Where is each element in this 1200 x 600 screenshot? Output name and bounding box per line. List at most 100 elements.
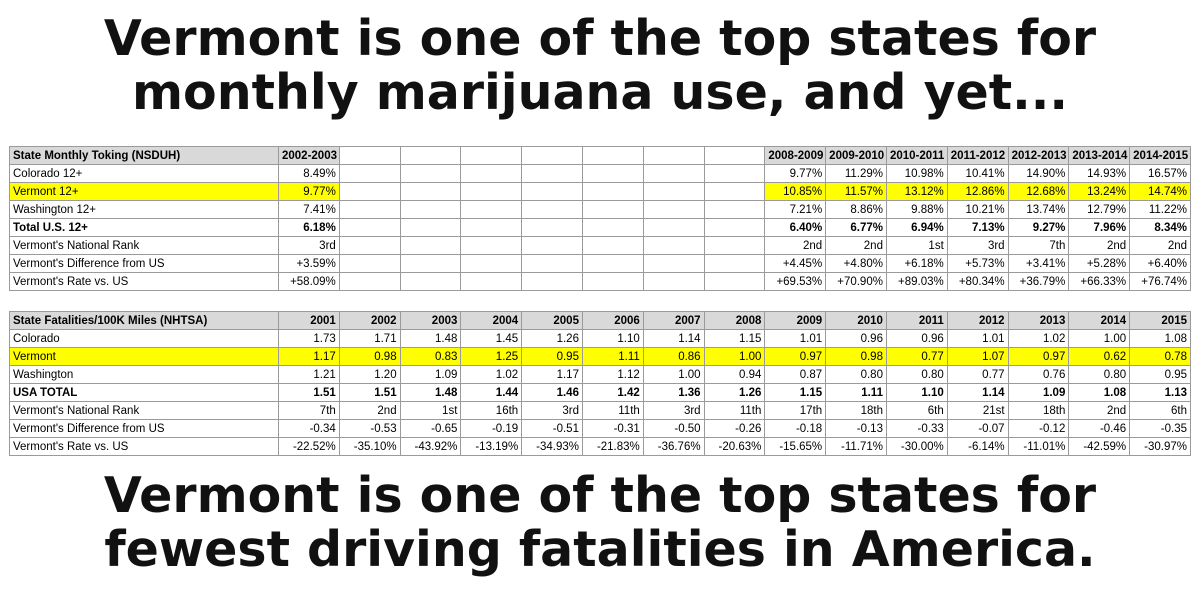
table-cell: +80.34% [946,272,1009,291]
table-cell: 17th [764,401,827,420]
table-cell: 2nd [1129,236,1191,255]
table-cell: 1.26 [703,383,766,402]
row-label: Vermont's Rate vs. US [9,272,279,291]
table-cell: +36.79% [1007,272,1070,291]
table-cell: 10.41% [946,164,1009,183]
fatalities-table: State Fatalities/100K Miles (NHTSA) 2001 2… [9,311,1191,456]
table-cell [338,254,401,273]
table-cell [460,254,523,273]
table-cell: 9.88% [885,200,948,219]
table-cell: -0.31 [581,419,644,438]
table-cell: 1.13 [1129,383,1191,402]
row-label: Vermont's National Rank [9,236,279,255]
table-cell: 3rd [946,236,1009,255]
table-header-row: State Monthly Toking (NSDUH) 2002-2003 200… [9,146,1191,165]
row-label: Vermont's National Rank [9,401,279,420]
table-cell: -15.65% [764,437,827,456]
table-cell: -0.07 [946,419,1009,438]
row-label: USA TOTAL [9,383,279,402]
table-cell: 1.09 [399,365,462,384]
table-cell [642,272,705,291]
table-cell: 11th [703,401,766,420]
column-header: 2009-2010 [825,146,887,165]
table-cell [338,236,401,255]
table-row: Washington 12+ 7.41% 7.21% 8.86% 9.88% 10.21%… [9,200,1191,219]
row-label: Total U.S. 12+ [9,218,279,237]
column-header: 2004 [460,311,523,330]
table-cell [338,218,401,237]
table-cell: 1.02 [1007,329,1070,348]
table-cell: 10.85% [764,182,827,201]
headline-bottom-line-2: fewest driving fatalities in America. [104,521,1096,578]
table-cell: 0.62 [1068,347,1131,366]
table-cell: +6.18% [885,254,948,273]
table-cell: 6th [885,401,948,420]
table-cell: 1.01 [946,329,1009,348]
column-header: 2002 [338,311,401,330]
table-cell [521,236,583,255]
table-row: Total U.S. 12+ 6.18% 6.40% 6.77% 6.94% 7.13% 9… [9,218,1191,237]
table-cell: +5.73% [946,254,1009,273]
column-header: 2015 [1129,311,1191,330]
table-cell [581,272,644,291]
table-cell [581,182,644,201]
row-label: Washington 12+ [9,200,279,219]
table-cell: 1.10 [885,383,948,402]
table-cell [581,200,644,219]
table-cell [581,164,644,183]
table-cell: 0.96 [885,329,948,348]
table-cell: 1.07 [946,347,1009,366]
column-header: 2010-2011 [885,146,948,165]
table-cell [581,236,644,255]
table-cell: 1.17 [521,365,583,384]
table-cell [703,236,766,255]
table-cell: +76.74% [1129,272,1191,291]
table-cell: 12.86% [946,182,1009,201]
table-cell: 3rd [521,401,583,420]
table-cell: 6.94% [885,218,948,237]
table-cell: -30.97% [1129,437,1191,456]
table-cell: 8.34% [1129,218,1191,237]
column-header: 2006 [581,311,644,330]
table-cell: 9.77% [764,164,827,183]
column-header: 2005 [521,311,583,330]
table-cell: 0.80 [1068,365,1131,384]
table-cell: 2nd [338,401,401,420]
table-cell: -0.50 [642,419,705,438]
row-label: Vermont [9,347,279,366]
table-cell: 1.45 [460,329,523,348]
table-cell [521,218,583,237]
table-cell [460,218,523,237]
table-cell: 13.74% [1007,200,1070,219]
column-header: 2012 [946,311,1009,330]
table-cell: 1.51 [278,383,340,402]
table-cell [399,182,462,201]
table-cell [642,164,705,183]
table-header-row: State Fatalities/100K Miles (NHTSA) 2001 2… [9,311,1191,330]
table-cell: 1.51 [338,383,401,402]
table-cell: -0.18 [764,419,827,438]
column-header: 2014-2015 [1129,146,1191,165]
table-cell [399,200,462,219]
table-cell: 1.25 [460,347,523,366]
table-cell: 0.77 [946,365,1009,384]
table-cell: 3rd [642,401,705,420]
table-cell [460,164,523,183]
table-cell: -43.92% [399,437,462,456]
column-header: 2009 [764,311,827,330]
table-cell: 1.48 [399,383,462,402]
table-cell: -6.14% [946,437,1009,456]
table-cell: 0.95 [521,347,583,366]
table-cell: -36.76% [642,437,705,456]
table-cell: 9.27% [1007,218,1070,237]
table-cell: 18th [825,401,887,420]
table-cell [703,164,766,183]
table-cell [460,182,523,201]
table-cell [581,218,644,237]
column-header: 2002-2003 [278,146,340,165]
table-cell [703,200,766,219]
table-cell [399,236,462,255]
table-cell: -0.26 [703,419,766,438]
table-cell [521,254,583,273]
headline-top-line-1: Vermont is one of the top states for [103,10,1097,67]
